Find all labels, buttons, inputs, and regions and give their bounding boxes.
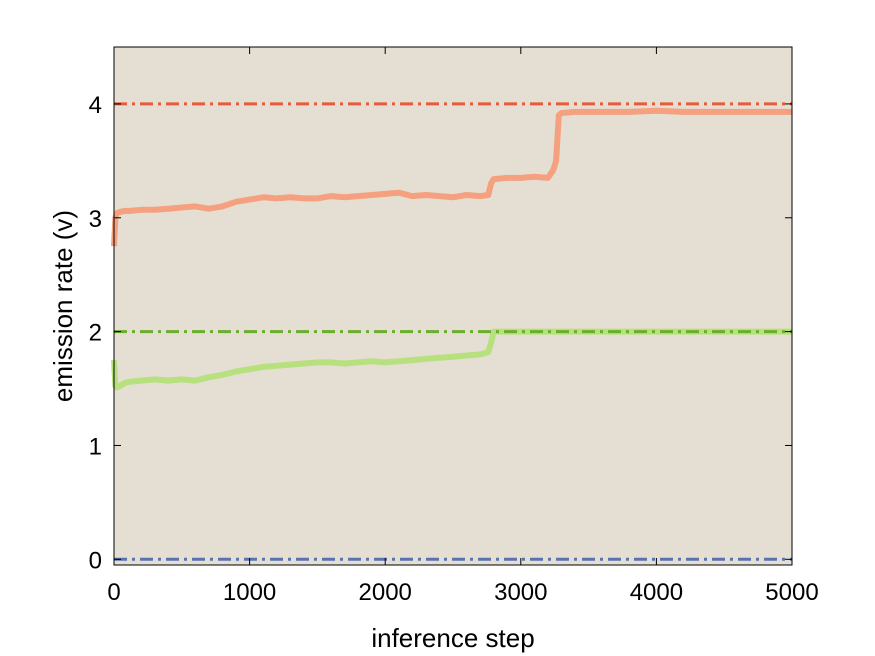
x-tick-label: 2000 [359,579,412,606]
y-tick-label: 0 [89,547,102,574]
x-tick-label: 4000 [630,579,683,606]
y-tick-label: 2 [89,320,102,347]
plot-background [114,47,792,565]
x-tick-label: 1000 [223,579,276,606]
series-line-1 [111,328,792,391]
series-line-0 [111,107,792,247]
y-tick-label: 3 [89,206,102,233]
series-layer [111,102,792,561]
y-tick-label: 1 [89,433,102,460]
x-tick-label: 0 [107,579,120,606]
x-axis-label: inference step [371,623,534,653]
x-tick-label: 3000 [494,579,547,606]
y-axis-label: emission rate (v) [48,210,78,402]
x-tick-label: 5000 [765,579,818,606]
ticks-layer: 0 1000 2000 3000 4000 5000 0 1 2 3 4 [89,47,819,606]
y-tick-label: 4 [89,92,102,119]
plot-frame [113,46,793,566]
